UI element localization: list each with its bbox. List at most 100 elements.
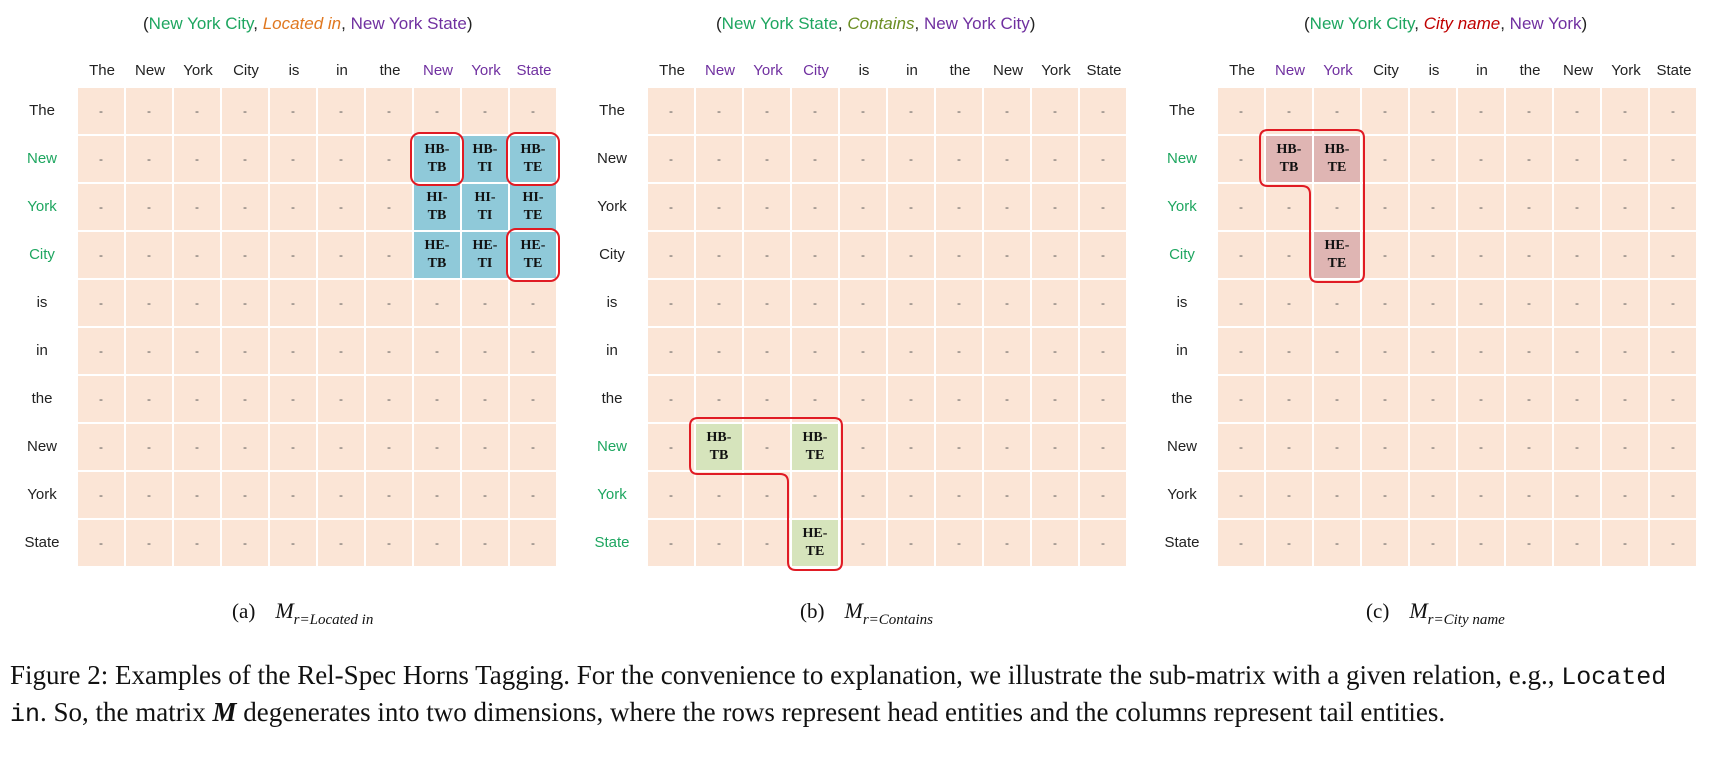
column-header: York — [1041, 62, 1071, 79]
matrix-cell: - — [1032, 424, 1078, 470]
matrix-cell: - — [270, 472, 316, 518]
row-header: New — [596, 438, 627, 455]
matrix-cell: - — [744, 88, 790, 134]
matrix-cell: - — [1218, 280, 1264, 326]
matrix-cell: - — [744, 136, 790, 182]
tag-label-bottom: TI — [477, 256, 493, 271]
matrix-cell: - — [414, 376, 460, 422]
tag-cell: HB- TB — [696, 424, 742, 470]
row-header: is — [1176, 294, 1188, 311]
matrix-cell: - — [744, 376, 790, 422]
matrix-cell: - — [888, 280, 934, 326]
matrix-cell: - — [1458, 88, 1504, 134]
matrix-cell: - — [936, 472, 982, 518]
matrix-cell: - — [888, 520, 934, 566]
matrix-cell: - — [414, 328, 460, 374]
column-header: State — [516, 62, 552, 79]
matrix-cell: - — [1602, 520, 1648, 566]
tag-cell: HB- TE — [510, 136, 556, 182]
matrix-cell: - — [1650, 232, 1696, 278]
tag-label-top: HE- — [424, 238, 450, 253]
column-header: New — [992, 62, 1023, 79]
tag-cell: HE- TE — [792, 520, 838, 566]
matrix-cell: - — [318, 328, 364, 374]
matrix-cell: - — [78, 232, 124, 278]
matrix-cell: - — [888, 376, 934, 422]
tag-label-top: HB- — [520, 142, 546, 157]
matrix-cell: - — [744, 424, 790, 470]
matrix-cell: - — [1080, 328, 1126, 374]
matrix-cell: - — [222, 88, 268, 134]
triple-relation: City name — [1423, 14, 1501, 33]
triple-open-paren: ( — [143, 14, 149, 33]
matrix-cell: - — [222, 280, 268, 326]
subcaption-matrix: M — [275, 598, 294, 623]
matrix-cell: - — [1080, 280, 1126, 326]
matrix-cell: - — [1650, 184, 1696, 230]
row-header: York — [1167, 486, 1197, 503]
matrix-cell: - — [792, 328, 838, 374]
matrix-cell: - — [1080, 472, 1126, 518]
matrix-cell: - — [1032, 280, 1078, 326]
row-header: City — [29, 246, 55, 263]
matrix-cell: - — [888, 472, 934, 518]
panel-a: (New York City, Located in, New York Sta… — [0, 0, 570, 640]
matrix-cell: - — [1362, 136, 1408, 182]
matrix-cell: - — [1362, 424, 1408, 470]
matrix-cell: - — [414, 88, 460, 134]
matrix-cell: - — [840, 328, 886, 374]
matrix-cell: - — [1650, 376, 1696, 422]
matrix-cell: - — [888, 328, 934, 374]
matrix-cell: - — [78, 376, 124, 422]
matrix-cell: - — [984, 232, 1030, 278]
matrix-cell: - — [1032, 136, 1078, 182]
matrix-cell: - — [1602, 328, 1648, 374]
matrix-cell: - — [270, 136, 316, 182]
tag-label-bottom: TI — [477, 208, 493, 223]
matrix-cell: - — [1458, 328, 1504, 374]
matrix-cell: - — [1266, 280, 1312, 326]
matrix-cell: - — [648, 472, 694, 518]
matrix-cell: - — [792, 376, 838, 422]
matrix-cell: - — [174, 136, 220, 182]
triple-open-paren: ( — [1304, 14, 1310, 33]
triple-open-paren: ( — [716, 14, 722, 33]
matrix-cell: - — [1602, 232, 1648, 278]
matrix-cell: - — [1554, 328, 1600, 374]
row-header: New — [26, 438, 57, 455]
column-header: York — [1611, 62, 1641, 79]
matrix-cell: - — [1506, 184, 1552, 230]
column-header: State — [1656, 62, 1692, 79]
matrix-cell: - — [318, 376, 364, 422]
matrix-cell: - — [78, 184, 124, 230]
matrix-cell: - — [174, 424, 220, 470]
matrix-cell: - — [366, 472, 412, 518]
matrix-cell: - — [510, 376, 556, 422]
tag-cell: HI- TE — [510, 184, 556, 230]
matrix-cell: - — [792, 136, 838, 182]
matrix-cell: - — [1218, 136, 1264, 182]
matrix-cell: - — [1266, 472, 1312, 518]
matrix-cell: - — [1362, 88, 1408, 134]
matrix-cell: - — [1506, 424, 1552, 470]
matrix-cell: - — [984, 328, 1030, 374]
column-header: York — [183, 62, 213, 79]
matrix-cell: - — [1410, 136, 1456, 182]
matrix-cell: - — [1314, 280, 1360, 326]
matrix-cell: - — [1458, 232, 1504, 278]
matrix-cell: - — [1080, 520, 1126, 566]
matrix-cell: - — [126, 472, 172, 518]
matrix-cell: - — [648, 88, 694, 134]
figure-caption: Figure 2: Examples of the Rel-Spec Horns… — [10, 658, 1710, 732]
row-header: York — [597, 486, 627, 503]
row-header: the — [31, 390, 53, 407]
matrix-cell: - — [984, 184, 1030, 230]
matrix-cell: - — [888, 232, 934, 278]
matrix-cell: - — [270, 184, 316, 230]
matrix-cell: - — [936, 136, 982, 182]
column-header: the — [379, 62, 401, 79]
tag-label-top: HI- — [522, 190, 544, 205]
tag-cell: HB- TB — [414, 136, 460, 182]
triple-head-entity: New York State — [721, 14, 838, 33]
matrix-cell: - — [936, 424, 982, 470]
